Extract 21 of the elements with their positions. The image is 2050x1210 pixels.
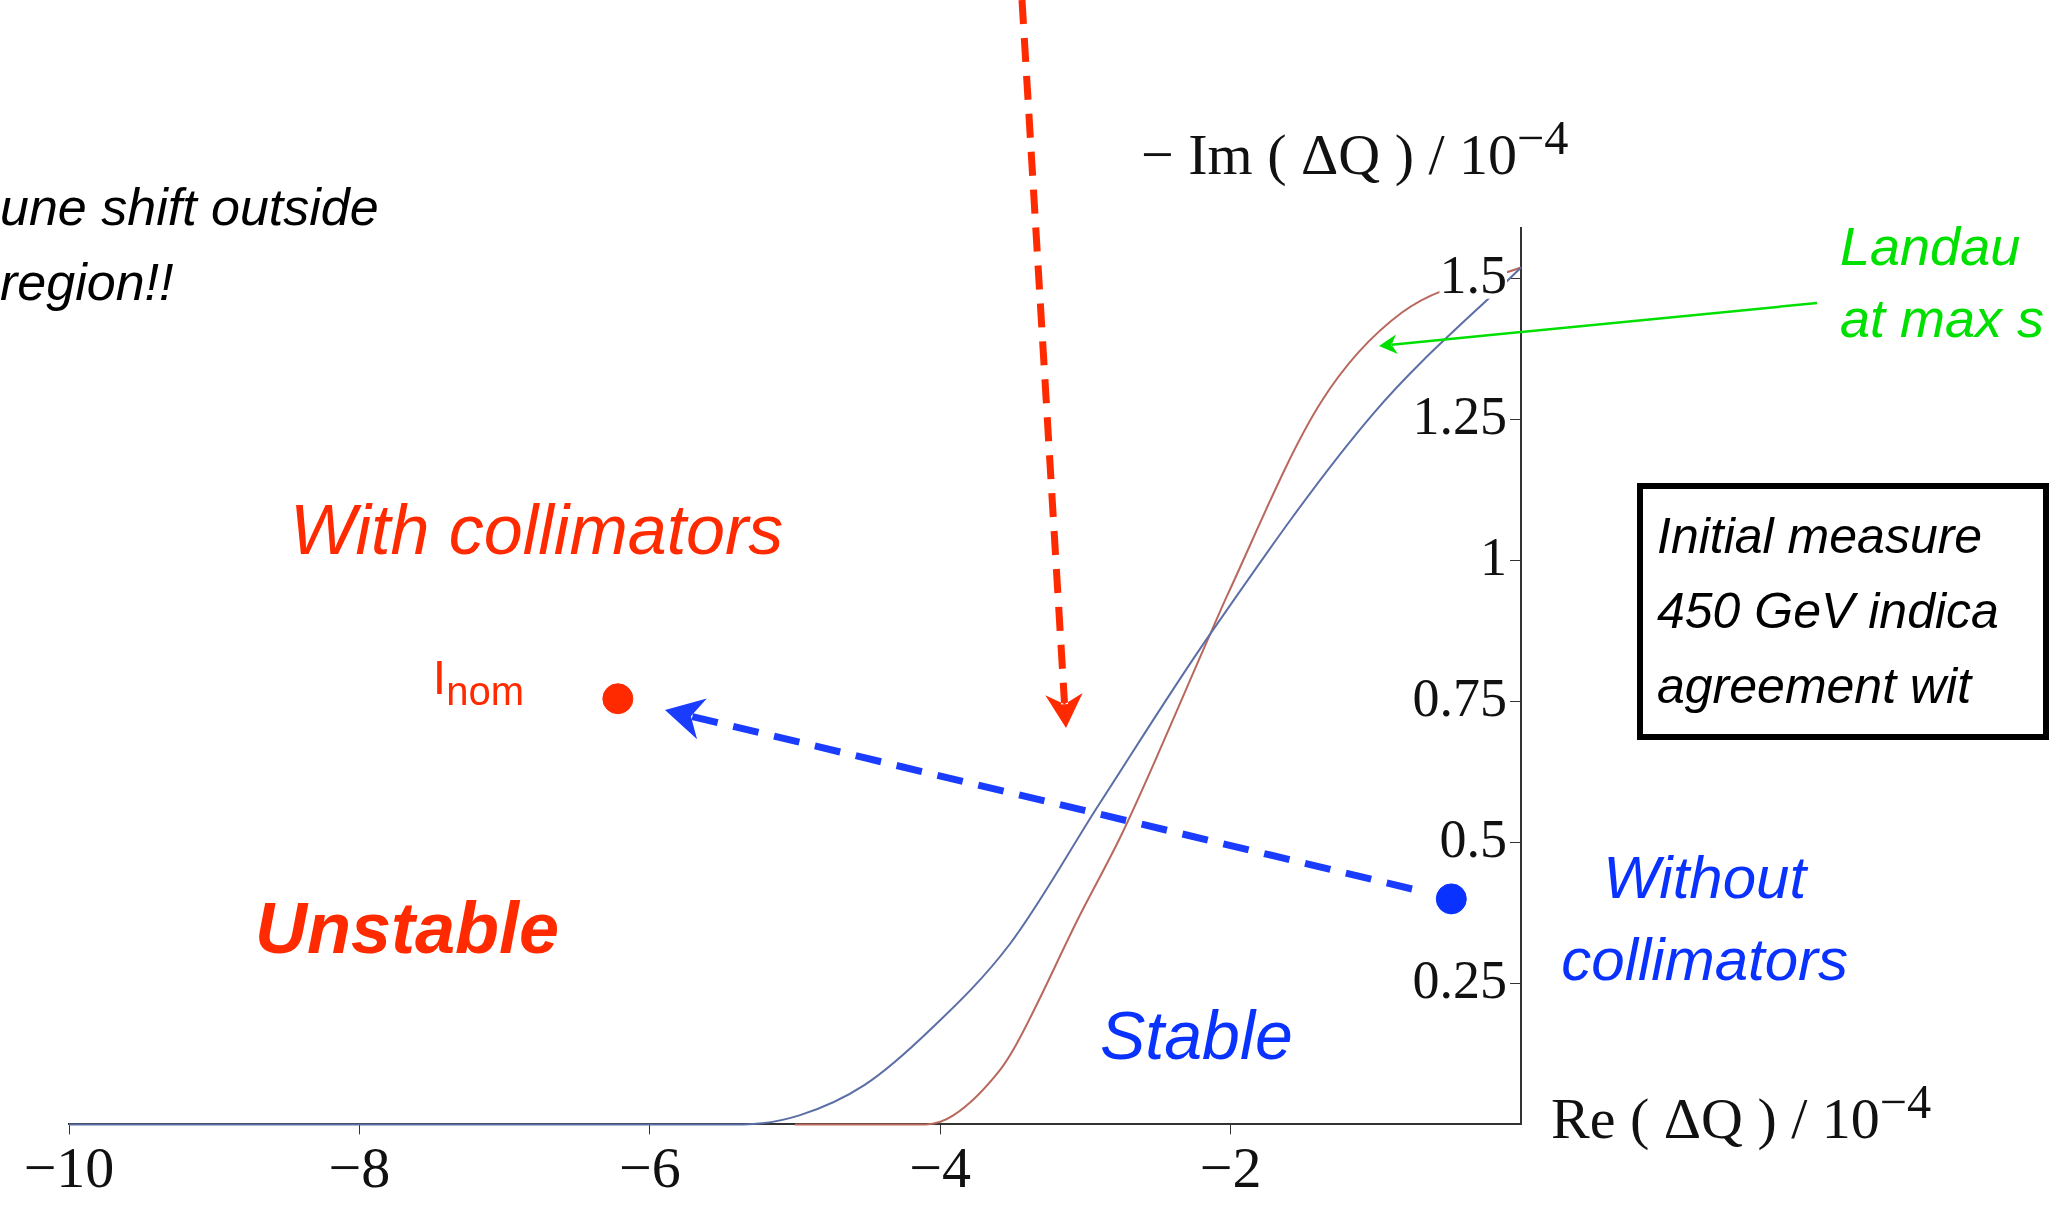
text: Landau at max s — [1840, 215, 2045, 350]
y-tick-label: 0.25 — [1412, 949, 1507, 1010]
x-axis-title: Re ( ΔQ ) / 10$^{−4}$ — [1551, 1074, 1932, 1153]
x-tick-label: −4 — [909, 1135, 972, 1201]
text: Initial measure 450 GeV indica agreement wit — [1637, 483, 2049, 740]
x-tick-label: −6 — [618, 1135, 681, 1201]
x-tick-label: −8 — [328, 1135, 391, 1201]
y-tick-label: 1 — [1480, 526, 1507, 587]
annotation: Without collimators — [1561, 842, 1849, 995]
y-tick-label: 0.5 — [1439, 808, 1507, 869]
annotation: Stable — [1100, 996, 1293, 1075]
annotation: With collimators — [290, 490, 784, 571]
annotation: Unstable — [255, 887, 560, 970]
y-tick-label: 0.75 — [1412, 667, 1507, 728]
y-axis-title: − Im ( ΔQ ) / 10$^{−4}$ — [1141, 110, 1569, 189]
x-tick-label: −10 — [23, 1135, 115, 1201]
annotation: I$_{nom}$ — [432, 649, 524, 715]
y-tick-label: 1.5 — [1439, 244, 1507, 305]
x-tick-label: −2 — [1199, 1135, 1262, 1201]
annotation: une shift outside region!! — [0, 177, 379, 313]
y-tick-label: 1.25 — [1412, 385, 1507, 446]
